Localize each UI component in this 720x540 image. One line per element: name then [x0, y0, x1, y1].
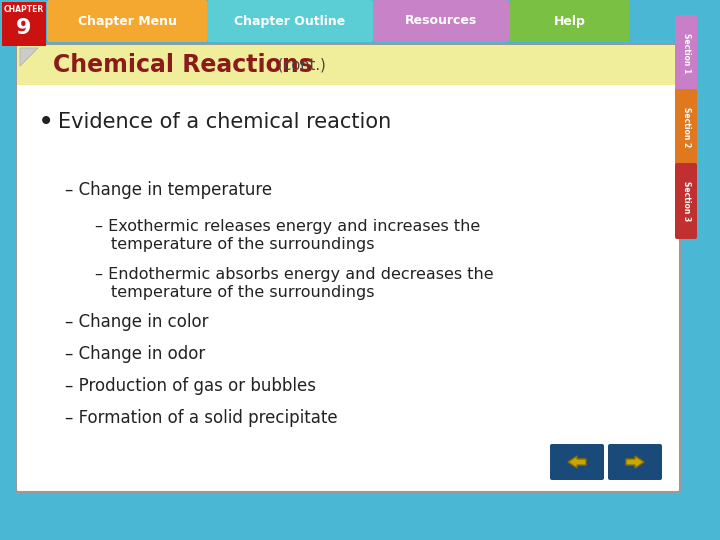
FancyBboxPatch shape: [675, 15, 697, 91]
Text: 9: 9: [17, 18, 32, 38]
Text: temperature of the surroundings: temperature of the surroundings: [111, 237, 374, 252]
Text: – Change in color: – Change in color: [65, 313, 209, 331]
Polygon shape: [568, 456, 586, 468]
Text: Chemical Reactions: Chemical Reactions: [53, 53, 313, 77]
FancyBboxPatch shape: [550, 444, 604, 480]
Text: CHAPTER: CHAPTER: [4, 5, 44, 15]
Polygon shape: [626, 456, 644, 468]
Polygon shape: [20, 48, 38, 66]
Text: – Formation of a solid precipitate: – Formation of a solid precipitate: [65, 409, 338, 427]
Text: Chapter Outline: Chapter Outline: [235, 15, 346, 28]
FancyBboxPatch shape: [47, 0, 208, 42]
Text: Chapter Menu: Chapter Menu: [78, 15, 177, 28]
Text: – Change in odor: – Change in odor: [65, 345, 205, 363]
Text: (cont.): (cont.): [273, 57, 325, 72]
Bar: [0, 0, 720, 42]
FancyBboxPatch shape: [17, 45, 679, 85]
FancyBboxPatch shape: [675, 89, 697, 165]
Text: Evidence of a chemical reaction: Evidence of a chemical reaction: [58, 112, 391, 132]
FancyBboxPatch shape: [509, 0, 630, 42]
FancyBboxPatch shape: [207, 0, 373, 42]
Text: – Production of gas or bubbles: – Production of gas or bubbles: [65, 377, 316, 395]
Text: Resources: Resources: [405, 15, 477, 28]
Text: Section 1: Section 1: [682, 33, 690, 73]
FancyBboxPatch shape: [608, 444, 662, 480]
Text: Help: Help: [554, 15, 585, 28]
Text: temperature of the surroundings: temperature of the surroundings: [111, 285, 374, 300]
Bar: [2, 2, 46, 46]
Text: – Endothermic absorbs energy and decreases the: – Endothermic absorbs energy and decreas…: [95, 267, 494, 281]
Text: Section 2: Section 2: [682, 107, 690, 147]
FancyBboxPatch shape: [373, 0, 509, 42]
Text: – Exothermic releases energy and increases the: – Exothermic releases energy and increas…: [95, 219, 480, 233]
Text: – Change in temperature: – Change in temperature: [65, 181, 272, 199]
Text: •: •: [38, 108, 54, 136]
FancyBboxPatch shape: [675, 163, 697, 239]
FancyBboxPatch shape: [16, 44, 680, 492]
Text: Section 3: Section 3: [682, 181, 690, 221]
